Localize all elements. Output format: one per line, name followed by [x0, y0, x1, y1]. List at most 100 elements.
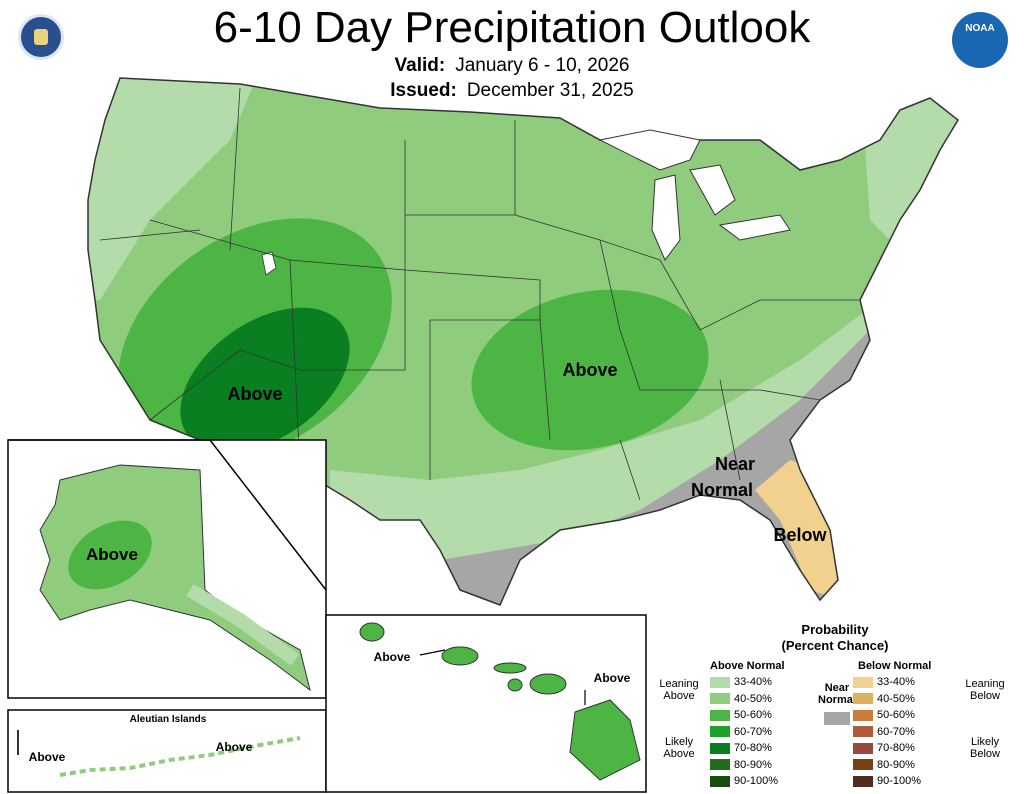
legend-below-range-label: 50-60%: [877, 709, 915, 722]
legend-leaning-above-1: Leaning: [659, 678, 699, 690]
legend-below-range-label: 40-50%: [877, 692, 915, 705]
label-near-2: Normal: [691, 480, 753, 500]
legend-near-swatch: [823, 712, 850, 725]
legend-below-swatch: [853, 693, 873, 705]
legend-below-row: 50-60%: [853, 709, 927, 722]
state-borders: [99, 87, 860, 501]
alaska-inset: [7, 439, 327, 699]
great-salt-lake: [261, 251, 277, 276]
label-above-hawaii-west: Above: [374, 650, 411, 664]
legend-above-range-label: 40-50%: [734, 692, 772, 705]
page-title: 6-10 Day Precipitation Outlook: [213, 3, 811, 52]
molokai: [493, 662, 527, 674]
label-aleutian-east: Above: [216, 740, 253, 754]
oahu: [441, 646, 479, 666]
legend-likely-above-2: Above: [663, 748, 695, 760]
legend-above-range-label: 33-40%: [734, 676, 772, 689]
southwest-70-80-region: [180, 307, 350, 453]
issued-value: December 31, 2025: [466, 80, 634, 101]
label-below-florida: Below: [773, 525, 827, 545]
central-50-60-region: [471, 289, 709, 451]
valid-value: January 6 - 10, 2026: [455, 55, 630, 76]
map-label-group: Above Above Near Normal Below Above Abov…: [29, 360, 828, 764]
legend-above-swatch: [710, 709, 730, 721]
legend-below-swatch: [853, 709, 873, 721]
legend-leaning-below-2: Below: [970, 690, 1000, 702]
legend-above-range-label: 60-70%: [734, 725, 772, 738]
legend-leaning-above-2: Above: [663, 690, 695, 702]
legend-below-swatch: [853, 676, 873, 688]
hawaii-west-pointer: [419, 649, 446, 656]
legend-below-range-label: 70-80%: [877, 742, 915, 755]
legend-above-swatch: [710, 693, 730, 705]
big-island: [569, 699, 641, 781]
legend-below-swatch: [853, 742, 873, 754]
legend-above-range-label: 80-90%: [734, 758, 772, 771]
legend-above-row: 40-50%: [710, 693, 784, 706]
legend-likely-below-1: Likely: [970, 736, 1000, 748]
label-above-hawaii-east: Above: [594, 671, 631, 685]
legend-below-swatch: [853, 726, 873, 738]
valid-line: Valid: January 6 - 10, 2026: [0, 55, 1024, 77]
legend-below-row: 90-100%: [853, 775, 927, 788]
legend-above-row: 80-90%: [710, 759, 784, 772]
hawaii-inset: [325, 614, 647, 793]
legend-above-range-label: 50-60%: [734, 709, 772, 722]
legend-below-row: 80-90%: [853, 759, 927, 772]
legend-likely-below: Likely Below: [960, 736, 1010, 760]
legend-likely-above: Likely Above: [658, 736, 700, 760]
issued-line: Issued: December 31, 2025: [0, 80, 1024, 102]
alaska-border-line: [8, 439, 327, 591]
label-above-alaska: Above: [86, 545, 138, 564]
legend-below-range-label: 90-100%: [877, 775, 922, 788]
maui: [529, 673, 567, 695]
aleutian-frame: [7, 709, 327, 793]
legend-likely-below-2: Below: [970, 748, 1000, 760]
legend-above-swatch: [710, 676, 730, 688]
legend-above-range-label: 70-80%: [734, 742, 772, 755]
aleutian-inset: [7, 709, 327, 793]
legend-likely-above-1: Likely: [664, 736, 694, 748]
label-aleutian-west: Above: [29, 750, 66, 764]
great-lakes: [598, 129, 791, 261]
alaska-panhandle-33-40: [186, 583, 300, 666]
conus-regions: [88, 78, 958, 605]
valid-label: Valid:: [394, 55, 446, 76]
label-near-1: Near: [715, 454, 755, 474]
legend-above-swatch: [710, 775, 730, 787]
legend-below-row: 33-40%: [853, 676, 927, 689]
legend-title-1: Probability: [801, 622, 869, 637]
legend-above-swatch: [710, 742, 730, 754]
legend-above-swatch: [710, 726, 730, 738]
legend-below-row: 70-80%: [853, 742, 927, 755]
noaa-logo-icon: NOAA: [952, 12, 1008, 68]
legend-above-head: Above Normal: [710, 660, 785, 672]
legend: Probability (Percent Chance) Above Norma…: [650, 620, 1020, 792]
legend-above-row: 33-40%: [710, 676, 784, 689]
label-above-southwest: Above: [227, 384, 282, 404]
issued-label: Issued:: [390, 80, 457, 101]
noaa-logo-text: NOAA: [965, 23, 995, 34]
alaska-land: [39, 464, 311, 692]
legend-below-range-label: 60-70%: [877, 725, 915, 738]
label-aleutian-title: Aleutian Islands: [130, 714, 207, 725]
legend-above-row: 90-100%: [710, 775, 784, 788]
lanai: [507, 678, 523, 692]
legend-near-2: Normal: [818, 694, 856, 706]
legend-near-1: Near: [824, 682, 850, 694]
legend-below-swatch: [853, 759, 873, 771]
legend-above-swatch: [710, 759, 730, 771]
alaska-50-60-region: [68, 520, 152, 590]
kauai: [359, 622, 385, 642]
legend-below-head: Below Normal: [858, 660, 932, 672]
legend-above-row: 50-60%: [710, 709, 784, 722]
legend-above-range-label: 90-100%: [734, 775, 779, 788]
legend-above-row: 70-80%: [710, 742, 784, 755]
legend-below-row: 40-50%: [853, 693, 927, 706]
label-above-central: Above: [562, 360, 617, 380]
legend-below-swatch: [853, 775, 873, 787]
legend-below-range-label: 33-40%: [877, 676, 915, 689]
aleutian-chain: [59, 736, 301, 777]
legend-leaning-below-1: Leaning: [965, 678, 1005, 690]
